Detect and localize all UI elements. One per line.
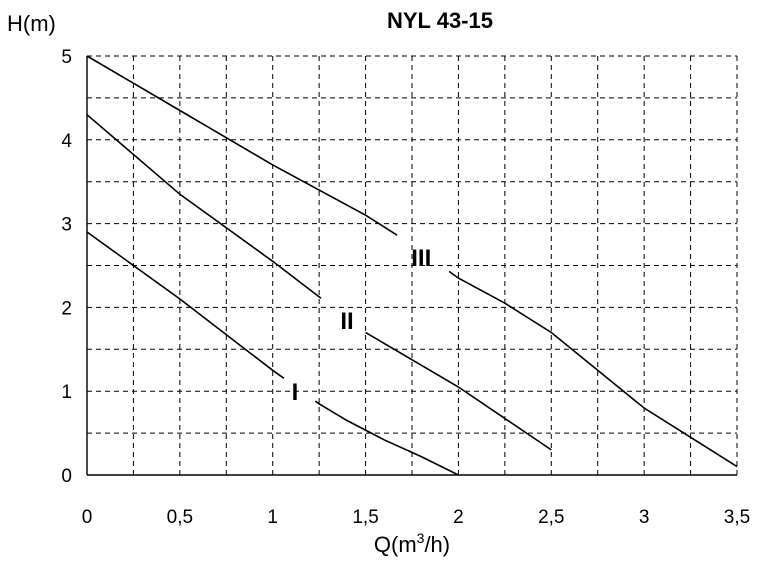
curve-II-segment-1 (86, 114, 322, 299)
x-tick-label: 0,5 (167, 507, 193, 528)
curve-III-segment-2 (448, 270, 738, 468)
y-axis-label: H(m) (7, 11, 56, 36)
x-axis-label-base: Q(m (374, 532, 417, 557)
y-tick-label: 4 (61, 131, 72, 152)
grid-lines (87, 55, 738, 475)
y-tick-label: 3 (61, 215, 72, 236)
x-tick-label: 2 (453, 507, 464, 528)
chart-title: NYL 43-15 (387, 8, 493, 33)
curve-I-segment-1 (86, 231, 285, 379)
x-axis-label: Q(m3/h) (374, 530, 450, 557)
curve-label-II: II (340, 308, 353, 335)
x-tick-label: 2,5 (538, 507, 564, 528)
x-tick-label: 0 (82, 507, 93, 528)
x-tick-label: 1 (267, 507, 278, 528)
curve-I-segment-2 (314, 400, 459, 476)
x-tick-label: 1,5 (352, 507, 378, 528)
y-tick-labels: 0 1 2 3 4 5 (61, 47, 72, 487)
axes (86, 56, 737, 476)
y-tick-label: 2 (61, 298, 72, 319)
curve-label-I: I (292, 379, 299, 406)
x-tick-label: 3,5 (724, 507, 750, 528)
curve-III-segment-1 (86, 55, 398, 236)
y-tick-label: 5 (61, 47, 72, 68)
y-tick-label: 1 (61, 382, 72, 403)
x-axis-label-sup: 3 (417, 530, 425, 546)
x-tick-labels: 0 0,5 1 1,5 2 2,5 3 3,5 (82, 507, 751, 528)
x-tick-label: 3 (639, 507, 650, 528)
curve-label-III: III (411, 245, 431, 272)
x-axis-label-tail: /h) (424, 532, 450, 557)
y-tick-label: 0 (61, 466, 72, 487)
curve-II-segment-2 (365, 331, 552, 451)
curves (86, 55, 738, 476)
